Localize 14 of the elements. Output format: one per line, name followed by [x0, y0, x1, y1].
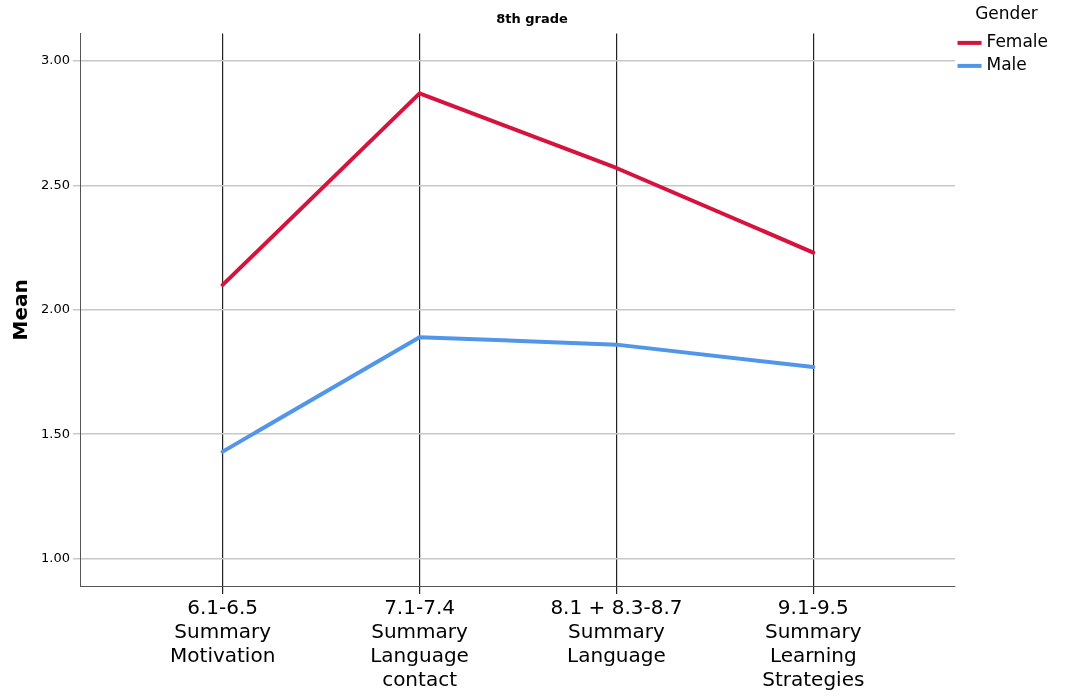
- y-tick-label: 2.00: [40, 301, 70, 317]
- chart-title: 8th grade: [496, 11, 569, 27]
- legend-label: Female: [986, 31, 1048, 52]
- legend-label: Male: [986, 54, 1027, 75]
- y-tick-label: 1.00: [40, 550, 70, 565]
- y-tick-label: 1.50: [40, 425, 70, 441]
- x-tick-label: 9.1-9.5 Summary Learning Strategies: [762, 595, 865, 692]
- legend-title: Gender: [975, 2, 1038, 23]
- y-axis-title: Mean: [8, 279, 33, 341]
- x-tick-label: 8.1 + 8.3-8.7 Summary Language: [550, 595, 683, 668]
- x-tick-label: 7.1-7.4 Summary Language contact: [370, 595, 469, 692]
- y-tick-label: 2.50: [40, 176, 70, 192]
- y-tick-label: 3.00: [40, 52, 70, 68]
- x-tick-label: 6.1-6.5 Summary Motivation: [170, 595, 276, 668]
